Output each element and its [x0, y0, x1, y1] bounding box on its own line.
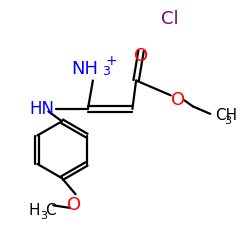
Text: CH: CH [215, 108, 237, 123]
Text: 3: 3 [224, 116, 232, 126]
Text: 3: 3 [102, 65, 110, 78]
Text: HN: HN [30, 100, 55, 118]
Text: O: O [134, 47, 148, 65]
Text: 3: 3 [40, 211, 47, 221]
Text: H: H [28, 203, 40, 218]
Text: C: C [46, 203, 56, 218]
Text: O: O [171, 91, 185, 109]
Text: +: + [105, 54, 117, 68]
Text: Cl: Cl [161, 10, 178, 28]
Text: NH: NH [71, 60, 98, 78]
Text: O: O [67, 196, 82, 214]
